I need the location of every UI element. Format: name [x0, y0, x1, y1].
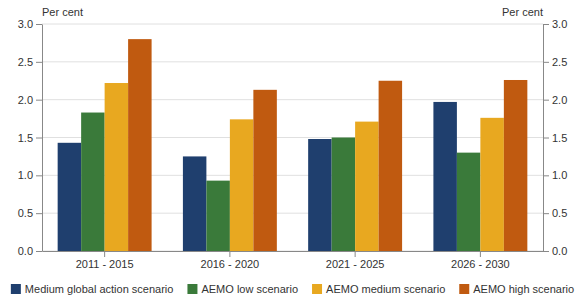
y2-axis: 0.0 0.5 1.0 1.5 2.0 2.5 3.0: [543, 18, 567, 257]
tick: 0.0: [543, 245, 567, 257]
legend-label: AEMO high scenario: [473, 283, 574, 295]
legend-swatch: [11, 284, 21, 294]
grid-line: [42, 61, 543, 62]
tick-mark: [36, 251, 42, 252]
tick-label: 0.0: [552, 245, 567, 257]
tick-label: 2.0: [18, 94, 33, 106]
legend-swatch: [312, 284, 322, 294]
tick-mark: [543, 251, 549, 252]
tick: 3.0: [543, 18, 567, 30]
legend-swatch: [459, 284, 469, 294]
bar: [58, 143, 81, 251]
tick-label: 2026 - 2030: [451, 258, 510, 270]
tick-mark: [36, 213, 42, 214]
legend-swatch: [187, 284, 197, 294]
axis-line: [43, 251, 544, 252]
chart: 2011 - 2015 2016 - 2020 2021 - 2025 2026 - …: [0, 0, 585, 303]
legend-item: Medium global action scenario: [11, 283, 174, 295]
tick: 3.0: [18, 18, 42, 30]
x-axis: 2011 - 2015 2016 - 2020 2021 - 2025 2026 - …: [43, 251, 544, 270]
tick: 1.5: [543, 132, 567, 144]
legend-item: AEMO low scenario: [187, 283, 298, 295]
tick-label: 3.0: [18, 18, 33, 30]
tick-mark: [36, 100, 42, 101]
tick-label: 2016 - 2020: [201, 258, 260, 270]
tick-label: 0.5: [552, 207, 567, 219]
tick: 1.0: [543, 169, 567, 181]
bar: [433, 102, 456, 251]
bar: [504, 80, 527, 251]
tick: 0.5: [18, 207, 42, 219]
tick-label: 2011 - 2015: [76, 258, 134, 270]
tick-mark: [36, 24, 42, 25]
tick-mark: [543, 213, 549, 214]
tick-label: 0.5: [18, 207, 33, 219]
tick-label: 3.0: [552, 18, 567, 30]
grid: [42, 24, 543, 251]
legend-item: AEMO high scenario: [459, 283, 574, 295]
tick-mark: [36, 62, 42, 63]
tick-label: 2021 - 2025: [326, 258, 385, 270]
y2-axis-title: Per cent: [502, 6, 543, 18]
tick-label: 1.0: [552, 169, 567, 181]
tick-label: 2.5: [18, 56, 33, 68]
tick-label: 1.0: [18, 169, 33, 181]
bar: [128, 39, 151, 251]
bar-series: [128, 39, 527, 251]
bar: [230, 119, 253, 251]
tick-mark: [543, 175, 549, 176]
axis-line: [42, 25, 43, 252]
bar: [379, 81, 402, 251]
tick: 0.0: [18, 245, 42, 257]
tick-mark: [543, 138, 549, 139]
tick-label: 1.5: [552, 132, 567, 144]
legend-label: Medium global action scenario: [25, 283, 174, 295]
bar: [308, 139, 331, 251]
tick-mark: [104, 251, 105, 257]
bar: [105, 83, 128, 251]
tick: 2.0: [543, 94, 567, 106]
tick: 2021 - 2025: [326, 251, 385, 270]
tick-label: 2.0: [552, 94, 567, 106]
tick: 1.5: [18, 132, 42, 144]
bar: [206, 181, 229, 251]
tick-mark: [229, 251, 230, 257]
bar: [253, 90, 276, 251]
tick-mark: [355, 251, 356, 257]
tick-mark: [36, 138, 42, 139]
tick-mark: [543, 24, 549, 25]
tick: 2.5: [18, 56, 42, 68]
bar: [81, 113, 104, 251]
bar: [355, 122, 378, 251]
tick-mark: [543, 100, 549, 101]
tick: 2011 - 2015: [76, 251, 134, 270]
tick-label: 0.0: [18, 245, 33, 257]
y-axis: 0.0 0.5 1.0 1.5 2.0 2.5 3.0: [18, 18, 43, 257]
bar: [332, 138, 355, 252]
tick-mark: [480, 251, 481, 257]
tick-mark: [36, 175, 42, 176]
tick-label: 2.5: [552, 56, 567, 68]
legend-label: AEMO medium scenario: [326, 283, 445, 295]
y-axis-title: Per cent: [42, 6, 83, 18]
tick-mark: [543, 62, 549, 63]
plot: 2011 - 2015 2016 - 2020 2021 - 2025 2026 - …: [18, 6, 568, 270]
legend-item: AEMO medium scenario: [312, 283, 445, 295]
bars: [58, 39, 528, 251]
tick: 1.0: [18, 169, 42, 181]
tick: 2016 - 2020: [201, 251, 260, 270]
tick: 0.5: [543, 207, 567, 219]
tick: 2.5: [543, 56, 567, 68]
bar-series: [105, 83, 504, 251]
tick-label: 1.5: [18, 132, 33, 144]
legend: Medium global action scenario AEMO low sc…: [11, 283, 574, 295]
tick: 2026 - 2030: [451, 251, 510, 270]
bar: [480, 118, 503, 251]
bar: [457, 153, 480, 251]
legend-label: AEMO low scenario: [201, 283, 298, 295]
grid-line: [42, 24, 543, 25]
bar: [183, 156, 206, 251]
tick: 2.0: [18, 94, 42, 106]
